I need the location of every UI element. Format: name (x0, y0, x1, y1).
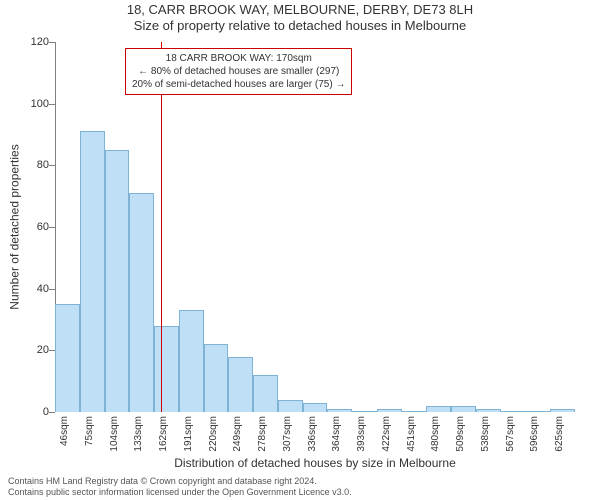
histogram-bar (303, 403, 328, 412)
footer-line-2: Contains public sector information licen… (8, 487, 592, 498)
title-block: 18, CARR BROOK WAY, MELBOURNE, DERBY, DE… (0, 2, 600, 34)
histogram-bar (80, 131, 105, 412)
y-tick-label: 40 (19, 283, 49, 295)
histogram-bar (253, 375, 278, 412)
histogram-bar (327, 409, 352, 412)
y-tick (49, 227, 55, 228)
y-tick-label: 120 (19, 36, 49, 48)
marker-line (161, 42, 162, 412)
bars-layer (55, 42, 575, 412)
y-tick (49, 350, 55, 351)
callout-line-1: 18 CARR BROOK WAY: 170sqm (132, 52, 345, 65)
histogram-bar (179, 310, 204, 412)
histogram-bar (129, 193, 154, 412)
histogram-bar (105, 150, 130, 412)
histogram-bar (402, 411, 427, 412)
histogram-bar (55, 304, 80, 412)
histogram-bar (154, 326, 179, 412)
chart-root: 18, CARR BROOK WAY, MELBOURNE, DERBY, DE… (0, 0, 600, 500)
footer-line-1: Contains HM Land Registry data © Crown c… (8, 476, 592, 487)
histogram-bar (278, 400, 303, 412)
plot-area: 02040608010012046sqm75sqm104sqm133sqm162… (55, 42, 575, 412)
y-tick-label: 100 (19, 98, 49, 110)
histogram-bar (451, 406, 476, 412)
footer: Contains HM Land Registry data © Crown c… (8, 476, 592, 498)
y-tick (49, 42, 55, 43)
histogram-bar (501, 411, 526, 412)
callout-line-3: 20% of semi-detached houses are larger (… (132, 78, 345, 91)
x-axis-label: Distribution of detached houses by size … (55, 456, 575, 470)
y-tick (49, 289, 55, 290)
y-tick-label: 0 (19, 406, 49, 418)
histogram-bar (426, 406, 451, 412)
histogram-bar (476, 409, 501, 412)
histogram-bar (550, 409, 575, 412)
callout-box: 18 CARR BROOK WAY: 170sqm← 80% of detach… (125, 48, 352, 95)
y-tick (49, 104, 55, 105)
y-tick-label: 20 (19, 344, 49, 356)
y-tick-label: 60 (19, 221, 49, 233)
histogram-bar (525, 411, 550, 412)
y-tick-label: 80 (19, 159, 49, 171)
histogram-bar (228, 357, 253, 413)
callout-line-2: ← 80% of detached houses are smaller (29… (132, 65, 345, 78)
y-tick (49, 412, 55, 413)
histogram-bar (352, 411, 377, 412)
title-line-1: 18, CARR BROOK WAY, MELBOURNE, DERBY, DE… (0, 2, 600, 18)
title-line-2: Size of property relative to detached ho… (0, 18, 600, 34)
histogram-bar (204, 344, 229, 412)
y-tick (49, 165, 55, 166)
histogram-bar (377, 409, 402, 412)
